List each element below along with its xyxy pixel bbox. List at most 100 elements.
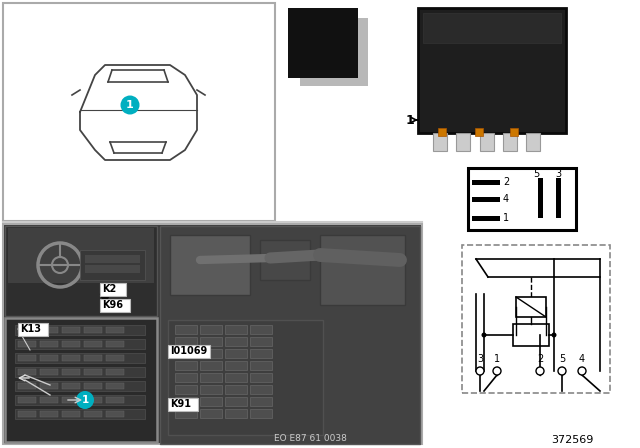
Bar [200,397,222,406]
Bar [40,341,58,347]
Bar [250,409,272,418]
Bar [62,397,80,403]
Bar [175,397,197,406]
Bar [200,409,222,418]
Text: K2: K2 [102,284,116,294]
Bar [62,383,80,389]
Bar [62,341,80,347]
Bar [80,250,145,280]
Bar [200,349,222,358]
Text: 1: 1 [81,395,88,405]
Bar [225,397,247,406]
Text: 3: 3 [477,354,483,364]
Bar [84,397,102,403]
Bar [225,325,247,334]
Text: K96: K96 [102,300,123,310]
Bar [175,337,197,346]
Bar [15,367,145,377]
Bar [15,325,145,335]
Bar [106,397,124,403]
Bar [423,13,561,43]
Bar [85,255,140,263]
Bar [250,385,272,394]
Bar [250,337,272,346]
Bar [472,197,500,202]
Text: K13: K13 [20,324,41,334]
Bar [106,383,124,389]
Bar [250,361,272,370]
Text: I01069: I01069 [170,346,207,356]
Bar [62,327,80,333]
Bar [175,409,197,418]
Bar [175,361,197,370]
Bar [200,373,222,382]
Bar [456,133,470,151]
Bar [260,240,310,280]
Bar [62,369,80,375]
Bar [468,168,576,230]
Bar [418,8,566,133]
Bar [526,133,540,151]
Bar [475,128,483,136]
Circle shape [476,367,484,375]
Bar [3,224,422,444]
Bar [3,3,275,221]
Bar [516,297,546,317]
Bar [320,235,405,305]
Bar [513,324,549,346]
Bar [438,128,446,136]
Bar [85,265,140,273]
Bar [84,383,102,389]
Bar [62,355,80,361]
Bar [100,299,130,312]
Circle shape [481,332,486,337]
Text: K91: K91 [170,399,191,409]
Bar [170,235,250,295]
Bar [200,361,222,370]
Bar [200,337,222,346]
Bar [40,383,58,389]
Bar [556,178,561,218]
Text: 1: 1 [503,213,509,223]
Text: 1: 1 [126,100,134,110]
Bar [84,355,102,361]
Circle shape [120,95,140,115]
Bar [160,226,420,444]
Bar [106,411,124,417]
Bar [18,369,36,375]
Bar [15,353,145,363]
Bar [8,228,154,283]
Circle shape [493,367,501,375]
Bar [18,355,36,361]
Bar [100,283,126,296]
Bar [510,128,518,136]
Circle shape [558,367,566,375]
Text: 3: 3 [555,169,561,179]
Bar [200,325,222,334]
Circle shape [578,367,586,375]
Text: 2: 2 [537,354,543,364]
Bar [40,411,58,417]
Bar [18,341,36,347]
Bar [15,339,145,349]
Bar [480,133,494,151]
Text: 5: 5 [559,354,565,364]
Bar [106,341,124,347]
Bar [250,349,272,358]
Bar [5,318,157,442]
Bar [175,325,197,334]
Text: 5: 5 [533,169,539,179]
Bar [200,385,222,394]
Bar [225,349,247,358]
Text: 4: 4 [579,354,585,364]
Bar [168,320,323,435]
Bar [462,245,610,393]
Bar [175,349,197,358]
Bar [40,397,58,403]
Bar [503,133,517,151]
Text: 2: 2 [503,177,509,187]
Bar [225,361,247,370]
Bar [15,409,145,419]
Bar [106,327,124,333]
Bar [288,8,358,78]
